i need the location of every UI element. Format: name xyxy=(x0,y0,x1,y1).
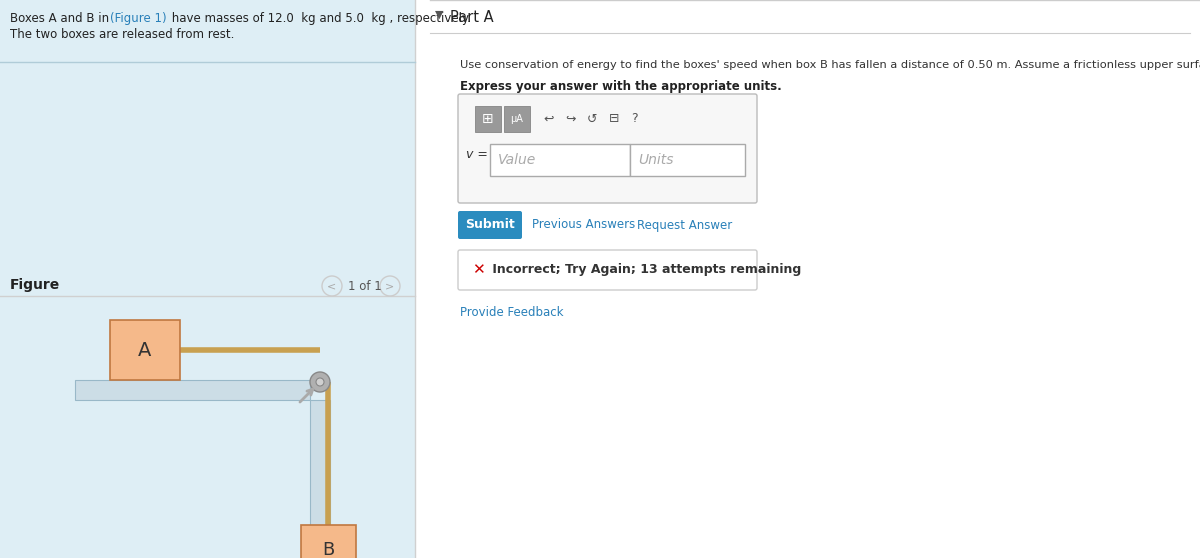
Text: >: > xyxy=(385,281,395,291)
Text: Figure: Figure xyxy=(10,278,60,292)
Text: Part A: Part A xyxy=(450,10,493,25)
Text: Use conservation of energy to find the boxes' speed when box B has fallen a dist: Use conservation of energy to find the b… xyxy=(460,60,1200,70)
Text: ✕: ✕ xyxy=(472,262,485,277)
Text: ↪: ↪ xyxy=(565,113,576,126)
Circle shape xyxy=(316,378,324,386)
Text: μA: μA xyxy=(510,114,523,124)
Text: ▼: ▼ xyxy=(436,10,444,20)
Text: have masses of 12.0  kg and 5.0  kg , respectively.: have masses of 12.0 kg and 5.0 kg , resp… xyxy=(168,12,472,25)
Text: Boxes A and B in: Boxes A and B in xyxy=(10,12,113,25)
Text: Express your answer with the appropriate units.: Express your answer with the appropriate… xyxy=(460,80,781,93)
Text: Request Answer: Request Answer xyxy=(637,219,732,232)
Bar xyxy=(475,106,502,132)
Text: Units: Units xyxy=(638,153,673,167)
Text: ↩: ↩ xyxy=(542,113,553,126)
Text: ↺: ↺ xyxy=(587,113,598,126)
FancyBboxPatch shape xyxy=(458,250,757,290)
Bar xyxy=(310,400,330,530)
FancyBboxPatch shape xyxy=(458,94,757,203)
Bar xyxy=(300,525,355,558)
Text: ⊟: ⊟ xyxy=(610,113,619,126)
Text: Provide Feedback: Provide Feedback xyxy=(460,306,564,319)
Bar xyxy=(110,320,180,380)
Bar xyxy=(0,0,415,558)
Bar xyxy=(630,144,745,176)
Text: Value: Value xyxy=(498,153,536,167)
Text: 1 of 1: 1 of 1 xyxy=(348,280,382,292)
Text: (Figure 1): (Figure 1) xyxy=(110,12,167,25)
Text: The two boxes are released from rest.: The two boxes are released from rest. xyxy=(10,28,234,41)
Circle shape xyxy=(310,372,330,392)
Text: A: A xyxy=(138,340,151,359)
Text: Previous Answers: Previous Answers xyxy=(532,219,635,232)
Text: ⊞: ⊞ xyxy=(482,112,494,126)
Bar xyxy=(74,380,310,400)
Bar xyxy=(504,106,530,132)
Text: B: B xyxy=(322,541,334,558)
Text: Incorrect; Try Again; 13 attempts remaining: Incorrect; Try Again; 13 attempts remain… xyxy=(488,263,802,277)
Bar xyxy=(490,144,630,176)
Text: <: < xyxy=(328,281,337,291)
FancyBboxPatch shape xyxy=(458,211,522,239)
Text: Submit: Submit xyxy=(466,219,515,232)
Text: v =: v = xyxy=(466,148,488,161)
Text: ?: ? xyxy=(631,113,637,126)
